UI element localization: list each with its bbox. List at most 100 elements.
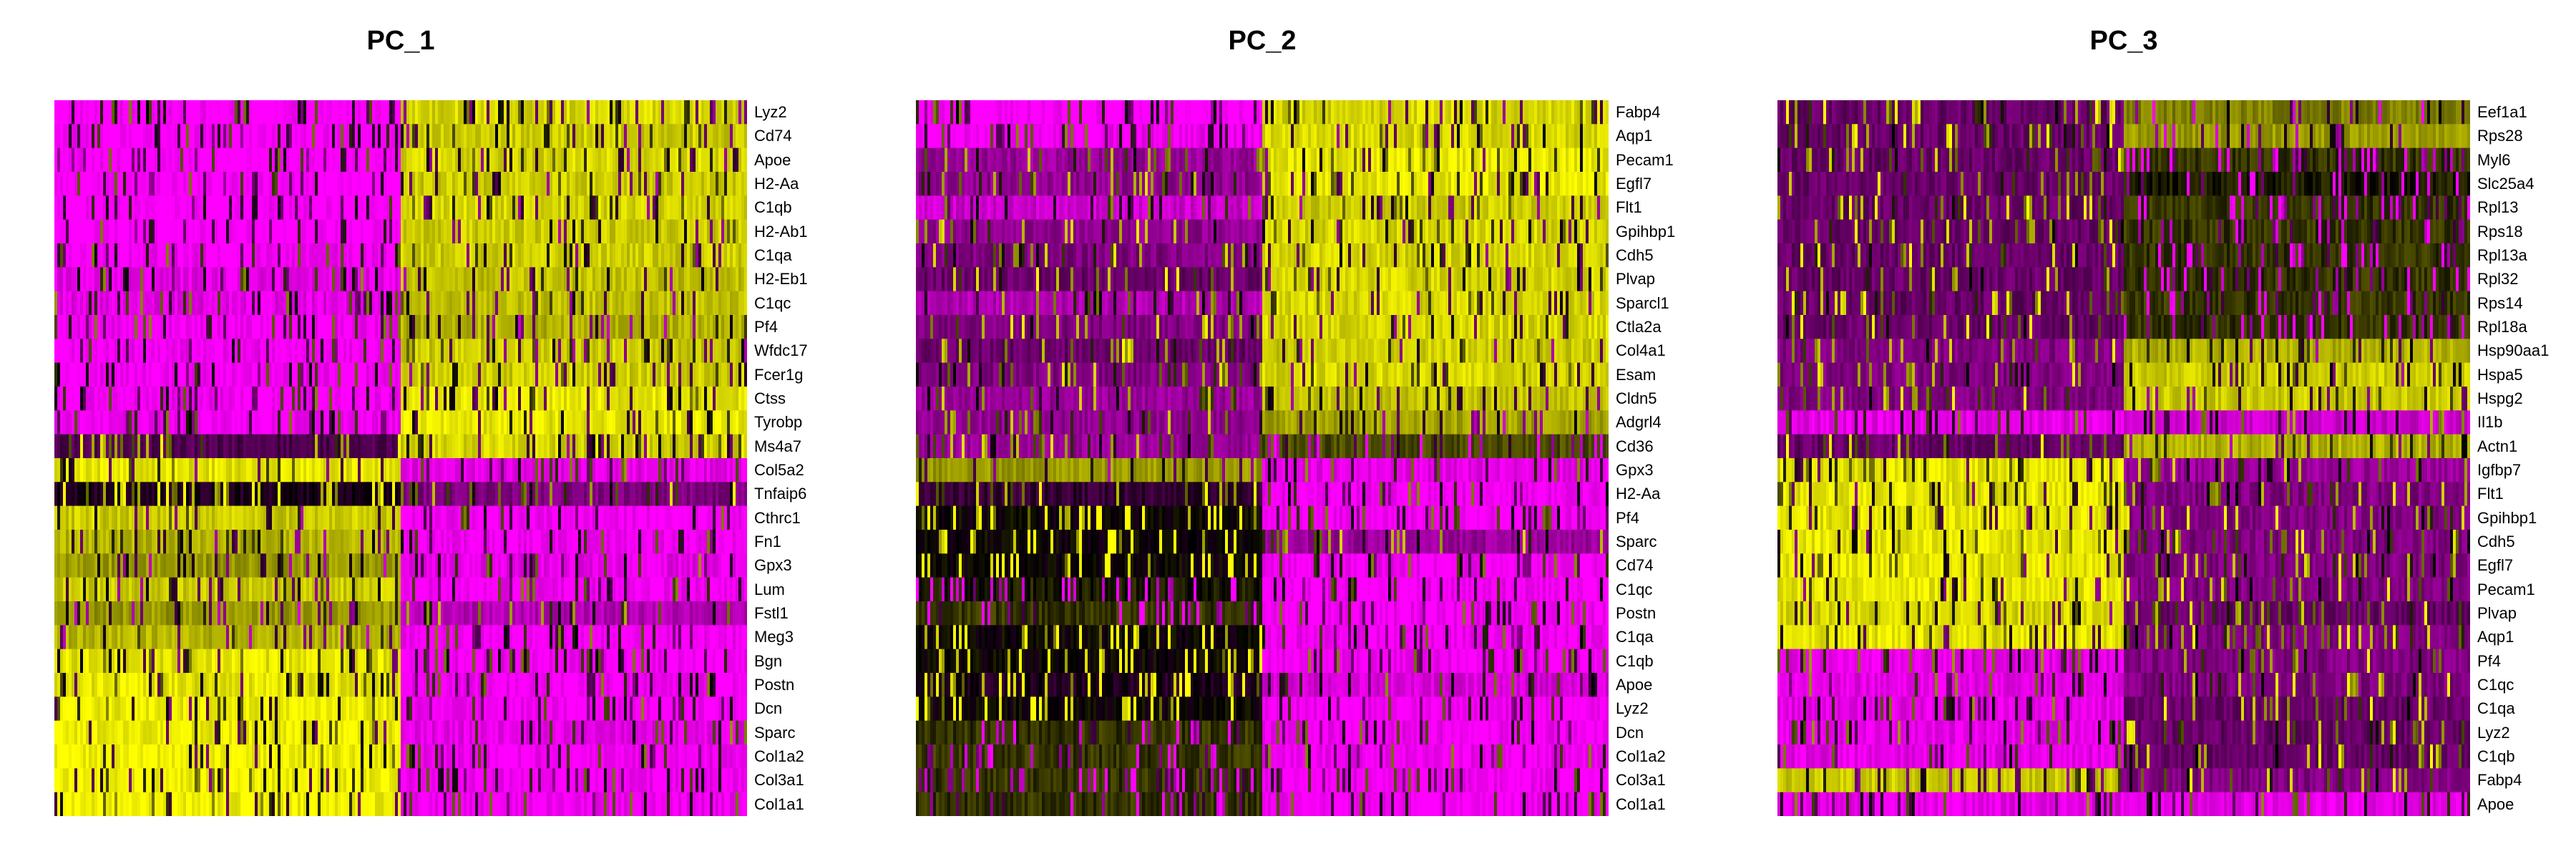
heatmap-cell	[106, 219, 109, 244]
heatmap-cell	[707, 147, 711, 173]
heatmap-cell	[713, 243, 716, 268]
heatmap-cell	[346, 410, 350, 435]
heatmap-cell	[355, 195, 358, 220]
heatmap-cell	[106, 387, 109, 411]
heatmap-cell	[464, 172, 467, 196]
heatmap-cell	[195, 410, 198, 435]
heatmap-cell	[157, 339, 161, 364]
heatmap-cell	[129, 458, 132, 482]
heatmap-cell	[378, 530, 381, 554]
heatmap-cell	[718, 553, 722, 578]
heatmap-cell	[63, 553, 67, 578]
heatmap-cell	[120, 100, 124, 125]
heatmap-cell	[590, 434, 593, 459]
heatmap-cell	[381, 195, 384, 220]
heatmap-cell	[157, 147, 161, 173]
heatmap-cell	[223, 195, 227, 220]
heatmap-cell	[487, 243, 490, 268]
heatmap-cell	[175, 505, 178, 530]
heatmap-cell	[432, 315, 436, 339]
heatmap-cell	[218, 267, 221, 292]
heatmap-cell	[532, 267, 536, 292]
heatmap-cell	[555, 147, 559, 173]
heatmap-cell	[389, 339, 393, 364]
heatmap-cell	[352, 410, 356, 435]
heatmap-cell	[69, 291, 72, 316]
heatmap-cell	[132, 553, 135, 578]
heatmap-cell	[326, 505, 330, 530]
heatmap-cell	[77, 410, 81, 435]
heatmap-cell	[458, 339, 462, 364]
heatmap-cell	[106, 100, 109, 125]
heatmap-cell	[447, 291, 450, 316]
heatmap-cell	[547, 482, 550, 507]
heatmap-cell	[418, 458, 421, 482]
heatmap-cell	[364, 410, 367, 435]
heatmap-cell	[584, 387, 587, 411]
heatmap-cell	[736, 100, 739, 125]
heatmap-cell	[249, 315, 253, 339]
heatmap-cell	[521, 147, 525, 173]
heatmap-cell	[524, 387, 527, 411]
heatmap-cell	[487, 339, 490, 364]
heatmap-cell	[295, 410, 298, 435]
heatmap-cell	[638, 482, 642, 507]
heatmap-cell	[684, 100, 688, 125]
heatmap-cell	[418, 219, 421, 244]
heatmap-cell	[260, 219, 264, 244]
heatmap-cell	[146, 172, 150, 196]
heatmap-cell	[114, 195, 118, 220]
heatmap-cell	[341, 530, 344, 554]
heatmap-cell	[326, 147, 330, 173]
heatmap-cell	[343, 577, 347, 602]
heatmap-cell	[392, 195, 396, 220]
heatmap-cell	[741, 267, 745, 292]
heatmap-cell	[441, 458, 444, 482]
heatmap-cell	[681, 147, 685, 173]
heatmap-cell	[578, 219, 582, 244]
heatmap-cell	[341, 267, 344, 292]
heatmap-cell	[524, 243, 527, 268]
heatmap-cell	[744, 100, 747, 125]
heatmap-cell	[172, 147, 175, 173]
heatmap-cell	[535, 147, 539, 173]
heatmap-cell	[698, 291, 702, 316]
heatmap-cell	[469, 291, 473, 316]
heatmap-cell	[738, 124, 742, 149]
heatmap-cell	[80, 124, 84, 149]
heatmap-cell	[412, 291, 416, 316]
heatmap-cell	[721, 315, 725, 339]
heatmap-cell	[275, 482, 278, 507]
heatmap-cell	[721, 339, 725, 364]
heatmap-cell	[386, 553, 390, 578]
heatmap-cell	[209, 172, 213, 196]
heatmap-cell	[472, 267, 476, 292]
heatmap-cell	[481, 147, 484, 173]
heatmap-cell	[570, 505, 573, 530]
heatmap-cell	[172, 387, 175, 411]
heatmap-cell	[633, 124, 636, 149]
heatmap-cell	[289, 553, 293, 578]
heatmap-cell	[343, 530, 347, 554]
heatmap-cell	[664, 505, 668, 530]
heatmap-cell	[406, 172, 410, 196]
heatmap-cell	[409, 195, 413, 220]
heatmap-cell	[137, 362, 141, 387]
heatmap-cell	[467, 172, 470, 196]
heatmap-cell	[455, 530, 459, 554]
heatmap-cell	[83, 315, 87, 339]
heatmap-cell	[592, 172, 596, 196]
heatmap-cell	[418, 100, 421, 125]
heatmap-cell	[117, 219, 121, 244]
heatmap-cell	[349, 267, 353, 292]
heatmap-cell	[733, 195, 736, 220]
heatmap-cell	[655, 243, 659, 268]
heatmap-cell	[590, 505, 593, 530]
heatmap-cell	[249, 434, 253, 459]
heatmap-cell	[587, 243, 590, 268]
heatmap-cell	[157, 172, 161, 196]
heatmap-cell	[578, 482, 582, 507]
heatmap-cell	[109, 219, 112, 244]
heatmap-cell	[515, 243, 519, 268]
heatmap-cell	[552, 362, 556, 387]
